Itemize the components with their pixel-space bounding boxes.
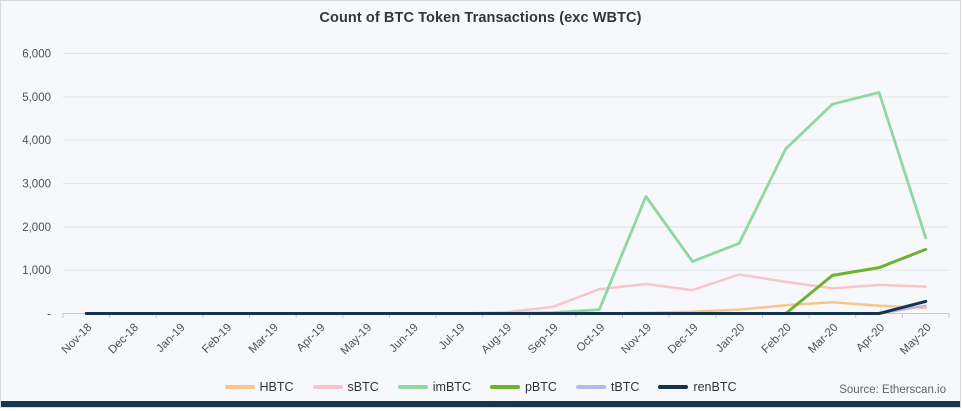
x-tick-label: Aug-19 bbox=[479, 322, 514, 357]
legend-item-renbtc: renBTC bbox=[658, 380, 737, 394]
legend-item-tbtc: tBTC bbox=[575, 380, 640, 394]
legend-label-tbtc: tBTC bbox=[610, 380, 640, 394]
x-tick-label: Jul-19 bbox=[437, 322, 468, 353]
chart-title: Count of BTC Token Transactions (exc WBT… bbox=[319, 10, 642, 26]
x-tick-label: Nov-18 bbox=[60, 322, 95, 357]
x-tick-label: Dec-19 bbox=[666, 322, 701, 357]
legend-item-pbtc: pBTC bbox=[489, 380, 557, 394]
series-line-pbtc bbox=[84, 247, 928, 315]
source-caption: Source: Etherscan.io bbox=[839, 384, 946, 396]
x-tick-label: Jan-20 bbox=[714, 322, 747, 355]
x-tick-label: Mar-20 bbox=[806, 322, 840, 356]
x-tick-label: May-20 bbox=[898, 322, 934, 358]
series-line-sbtc bbox=[85, 273, 927, 315]
x-tick-label: Nov-19 bbox=[619, 322, 654, 357]
legend-label-hbtc: HBTC bbox=[259, 380, 294, 394]
y-tick-label: 4,000 bbox=[22, 135, 51, 147]
series-line-renbtc bbox=[84, 299, 928, 315]
x-tick-label: Feb-20 bbox=[760, 322, 794, 356]
y-tick-label: - bbox=[47, 309, 51, 321]
x-tick-label: Sep-19 bbox=[526, 322, 561, 357]
x-tick-label: Jun-19 bbox=[388, 322, 421, 355]
y-tick-label: 5,000 bbox=[22, 92, 51, 104]
legend-label-renbtc: renBTC bbox=[693, 380, 737, 394]
legend-label-pbtc: pBTC bbox=[524, 380, 557, 394]
x-tick-label: Dec-18 bbox=[106, 322, 141, 357]
x-tick-label: Jan-19 bbox=[154, 322, 187, 355]
x-tick-label: Apr-20 bbox=[854, 322, 887, 355]
legend-item-hbtc: HBTC bbox=[224, 380, 294, 394]
x-tick-label: May-19 bbox=[339, 322, 375, 358]
legend-swatch-tbtc bbox=[575, 385, 606, 389]
legend-label-sbtc: sBTC bbox=[347, 380, 379, 394]
legend-swatch-sbtc bbox=[312, 385, 343, 389]
legend-swatch-pbtc bbox=[489, 385, 520, 389]
series-line-imbtc bbox=[84, 91, 928, 315]
y-tick-label: 3,000 bbox=[22, 179, 51, 191]
x-tick-label: Feb-19 bbox=[200, 322, 234, 356]
legend-swatch-renbtc bbox=[658, 385, 689, 389]
legend-label-imbtc: imBTC bbox=[432, 380, 471, 394]
y-tick-label: 1,000 bbox=[22, 265, 51, 277]
legend-swatch-imbtc bbox=[397, 385, 428, 389]
x-tick-label: Oct-19 bbox=[574, 322, 607, 355]
y-tick-label: 2,000 bbox=[22, 222, 51, 234]
legend-item-imbtc: imBTC bbox=[397, 380, 471, 394]
x-tick-label: Apr-19 bbox=[295, 322, 328, 355]
x-tick-label: Mar-19 bbox=[247, 322, 281, 356]
y-tick-label: 6,000 bbox=[22, 49, 51, 61]
footer-bar bbox=[1, 401, 960, 407]
legend-item-sbtc: sBTC bbox=[312, 380, 379, 394]
legend-swatch-hbtc bbox=[224, 385, 255, 389]
legend: HBTC sBTC imBTC pBTC tBTC renBTC bbox=[1, 380, 960, 394]
